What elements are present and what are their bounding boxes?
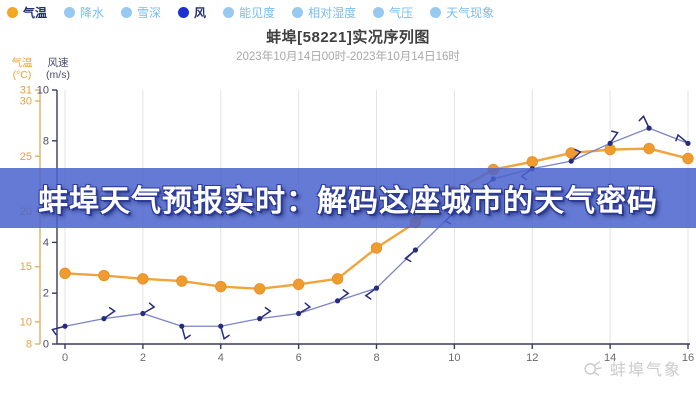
wind-barb-icon [638,115,650,129]
wind-speed-point [218,323,224,329]
wind-barb-icon [51,325,66,336]
date-range-subtitle: 2023年10月14日00时-2023年10月14日16时 [236,51,460,63]
headline-text: 蚌埠天气预报实时：解码这座城市的天气密码 [38,185,658,218]
x-tick-label: 10 [448,352,460,364]
headline-banner: 蚌埠天气预报实时：解码这座城市的天气密码 [0,168,696,228]
temperature-point [137,273,149,285]
x-tick-label: 2 [140,352,146,364]
element-toolbar: 气温 降水 雪深 风 能见度 相对湿度 气压 天气现象 [7,4,494,20]
temperature-point [253,283,266,295]
x-tick-label: 14 [604,352,616,364]
temperature-point [565,147,577,159]
wind-barb-icon [181,325,191,341]
temp-tick-label: 10 [20,316,32,328]
temp-tick-label: 31 [20,85,32,97]
toolbar-item-label: 风 [194,5,207,20]
temp-tick-label: 25 [20,151,32,163]
temp-tick-label: 8 [26,339,32,351]
toolbar-item-label: 能见度 [239,5,276,20]
temperature-point [215,280,227,293]
wind-speed-point [101,316,107,322]
temperature-point [176,275,188,287]
temp-axis-unit-label: 气温 (°C) [11,57,33,81]
precipitation-dot-icon [64,6,76,18]
wind-speed-point [568,158,574,164]
megaphone-logo-icon [584,361,602,376]
toolbar-item-temperature[interactable]: 气温 [7,4,47,21]
x-tick-label: 0 [62,352,68,364]
temp-tick-label: 30 [20,96,32,108]
wind-barb-icon [364,287,378,300]
toolbar-item-label: 气温 [23,5,48,20]
toolbar-item-label: 相对湿度 [308,5,357,20]
temperature-point [526,156,538,168]
temperature-dot-icon [7,6,18,18]
wind-barb-icon [258,306,272,320]
temperature-point [331,273,344,285]
temperature-point [682,152,694,165]
x-tick-label: 8 [373,352,379,364]
toolbar-item-label: 降水 [80,5,105,20]
wind-speed-point [646,125,652,131]
toolbar-item-pressure[interactable]: 气压 [373,4,413,21]
wind-barb-icon [142,302,156,315]
toolbar-item-precipitation[interactable]: 降水 [64,4,104,21]
temp-tick-label: 15 [20,261,32,273]
x-tick-label: 12 [526,352,538,364]
watermark: 蚌埠气象 [582,356,682,380]
temperature-point [604,143,616,156]
wind-tick-label: 4 [43,237,49,249]
wind-barb-icon [609,130,619,145]
wind-tick-label: 10 [37,85,49,97]
wind-speed-point [179,323,185,329]
wind-speed-point [296,310,302,317]
toolbar-item-label: 气压 [389,5,414,20]
wind-speed-point [62,323,68,329]
x-tick-label: 16 [682,352,694,364]
wind-barb-icon [404,249,417,263]
wind-barb-icon [336,289,350,302]
snow-depth-dot-icon [121,6,133,18]
temperature-point [643,142,655,155]
wind-speed-point [140,310,146,317]
wind-barb-icon [570,148,582,162]
wind-barb-icon [675,133,689,145]
temperature-point [59,267,71,280]
toolbar-item-visibility[interactable]: 能见度 [223,4,275,21]
wind-speed-point [607,140,613,146]
visibility-dot-icon [223,6,235,18]
page-title: 蚌埠[58221]实况序列图 [266,29,430,46]
pressure-dot-icon [373,6,385,18]
wind-speed-point [257,316,263,322]
temperature-point [292,278,305,291]
toolbar-item-wind[interactable]: 风 [178,4,206,21]
x-tick-label: 6 [296,352,302,364]
temperature-point [98,269,110,282]
wind-barb-icon [103,306,116,320]
wind-axis-unit-label: 风速 (m/s) [46,57,70,81]
wind-speed-point [373,285,380,291]
x-tick-label: 4 [218,352,224,364]
wind-tick-label: 8 [43,135,49,147]
toolbar-item-snow-depth[interactable]: 雪深 [121,4,161,21]
wind-barb-icon [297,302,312,315]
wind-tick-label: 2 [43,288,49,300]
wind-barb-icon [220,325,230,341]
toolbar-item-label: 雪深 [137,5,162,20]
toolbar-item-relative-humidity[interactable]: 相对湿度 [292,4,356,21]
relative-humidity-dot-icon [292,6,304,18]
weather-phenomena-dot-icon [430,6,442,18]
wind-speed-point [412,247,419,253]
wind-speed-point [685,140,691,146]
toolbar-item-label: 天气现象 [446,5,495,20]
temperature-point [370,242,383,254]
watermark-text: 蚌埠气象 [609,362,682,379]
wind-speed-point [334,298,341,304]
wind-tick-label: 0 [43,339,49,351]
wind-dot-icon [178,6,190,18]
toolbar-item-weather-phenomena[interactable]: 天气现象 [430,4,494,21]
